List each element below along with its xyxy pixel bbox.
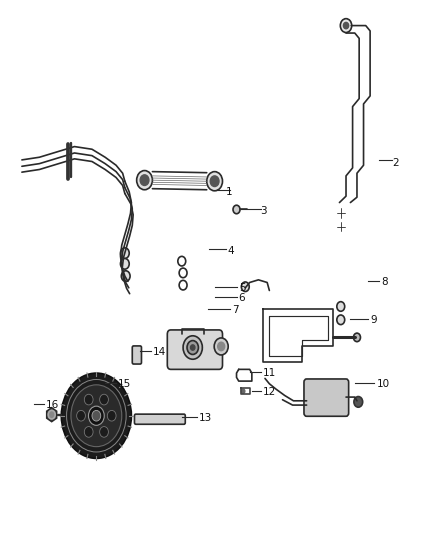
Text: 5: 5 [239, 283, 245, 293]
Text: 1: 1 [226, 187, 232, 197]
Text: 3: 3 [261, 206, 267, 215]
Circle shape [191, 345, 195, 350]
Text: 4: 4 [228, 246, 234, 255]
Circle shape [71, 385, 122, 447]
Text: 10: 10 [377, 379, 390, 389]
Ellipse shape [84, 426, 93, 437]
Ellipse shape [99, 426, 108, 437]
Circle shape [233, 205, 240, 214]
Circle shape [183, 336, 202, 359]
Polygon shape [47, 408, 57, 422]
Circle shape [140, 175, 149, 185]
Circle shape [340, 19, 352, 33]
FancyBboxPatch shape [134, 414, 185, 424]
Circle shape [337, 302, 345, 311]
Circle shape [120, 248, 129, 259]
Circle shape [187, 341, 198, 354]
Circle shape [48, 410, 55, 419]
Circle shape [61, 373, 131, 458]
Ellipse shape [77, 410, 85, 421]
Text: 8: 8 [381, 278, 388, 287]
Circle shape [241, 282, 249, 292]
Circle shape [210, 176, 219, 187]
Circle shape [214, 338, 228, 355]
Text: 7: 7 [232, 305, 239, 315]
Text: 11: 11 [263, 368, 276, 378]
Text: 12: 12 [263, 387, 276, 397]
Circle shape [92, 410, 101, 421]
Circle shape [120, 259, 129, 269]
FancyBboxPatch shape [167, 330, 223, 369]
FancyBboxPatch shape [132, 346, 141, 364]
Ellipse shape [107, 410, 116, 421]
Circle shape [343, 22, 349, 29]
FancyBboxPatch shape [304, 379, 349, 416]
Circle shape [88, 406, 104, 425]
Circle shape [353, 333, 360, 342]
Text: 13: 13 [199, 414, 212, 423]
Circle shape [241, 389, 245, 393]
Text: 2: 2 [392, 158, 399, 167]
Text: 14: 14 [153, 347, 166, 357]
Text: 9: 9 [370, 315, 377, 325]
Ellipse shape [84, 394, 93, 405]
Ellipse shape [100, 394, 109, 405]
Circle shape [354, 397, 363, 407]
Text: 15: 15 [118, 379, 131, 389]
Text: 6: 6 [239, 294, 245, 303]
Circle shape [137, 171, 152, 190]
Circle shape [337, 315, 345, 325]
Circle shape [207, 172, 223, 191]
Text: 16: 16 [46, 400, 59, 410]
Circle shape [218, 342, 225, 351]
Circle shape [121, 271, 130, 281]
